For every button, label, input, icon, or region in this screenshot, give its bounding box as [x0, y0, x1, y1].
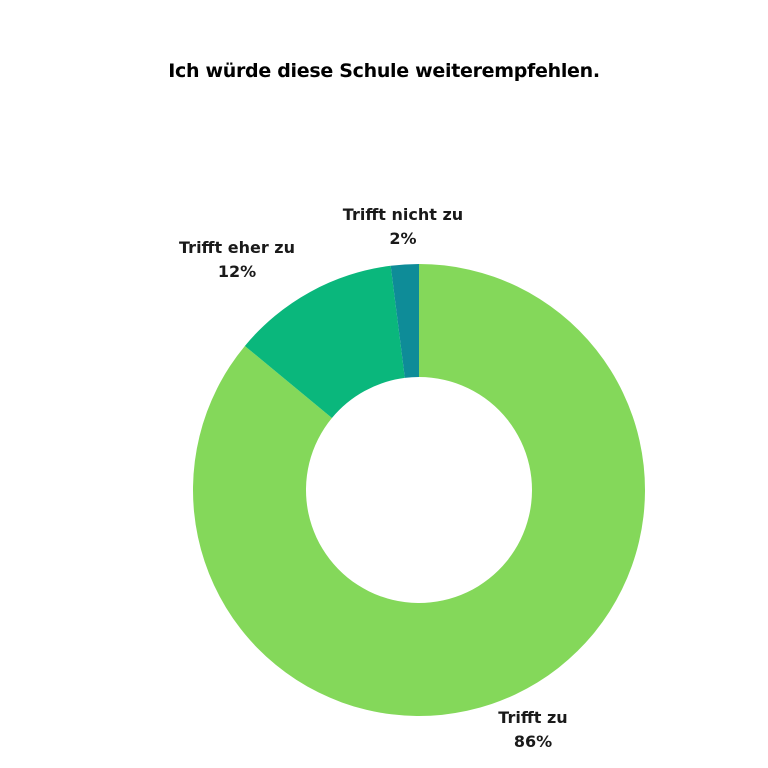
slice-label-name: Trifft nicht zu: [342, 205, 464, 224]
slice-label-name: Trifft eher zu: [179, 238, 295, 257]
chart-title: Ich würde diese Schule weiterempfehlen.: [168, 60, 600, 82]
slice-trifft-zu: [192, 264, 645, 717]
slice-label-trifft-nicht-zu: Trifft nicht zu 2%: [333, 203, 473, 251]
slice-label-value: 12%: [217, 262, 257, 281]
slice-label-trifft-zu: Trifft zu 86%: [468, 706, 598, 754]
slice-trifft-nicht-zu: [390, 264, 419, 378]
slice-label-value: 2%: [389, 229, 417, 248]
slice-label-name: Trifft zu: [498, 708, 568, 727]
slice-label-value: 86%: [513, 732, 553, 751]
slice-trifft-eher-zu: [244, 265, 405, 418]
slice-label-trifft-eher-zu: Trifft eher zu 12%: [167, 236, 307, 284]
